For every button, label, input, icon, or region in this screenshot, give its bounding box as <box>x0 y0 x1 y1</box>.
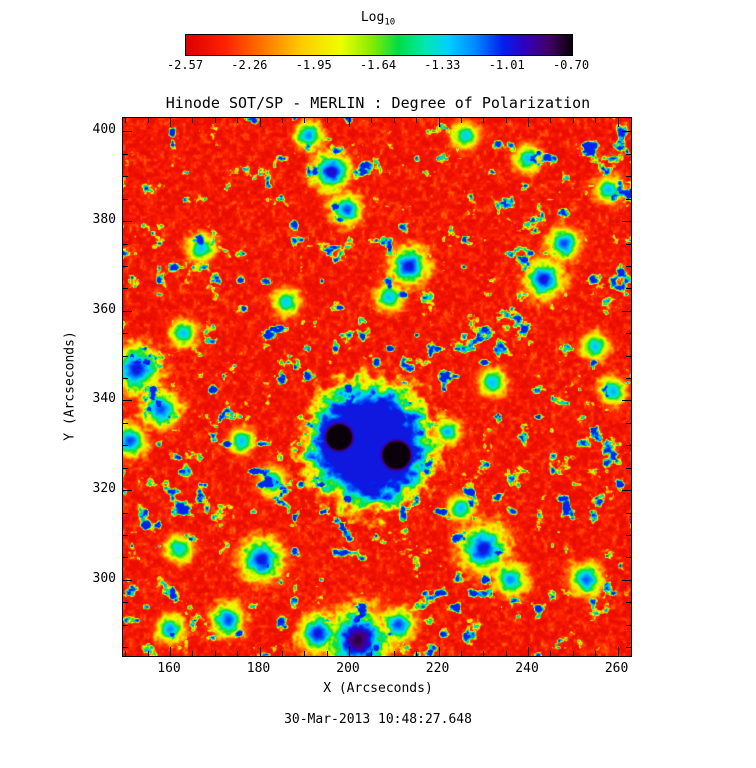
y-tick-label: 360 <box>92 301 116 317</box>
y-axis-label: Y (Arcseconds) <box>62 331 78 441</box>
y-tick-label: 380 <box>92 212 116 228</box>
x-tick-label: 200 <box>336 661 360 676</box>
colorbar-tick-label: -1.01 <box>488 58 525 72</box>
x-tick-label: 160 <box>157 661 181 676</box>
plot-title: Hinode SOT/SP - MERLIN : Degree of Polar… <box>165 94 591 112</box>
timestamp: 30-Mar-2013 10:48:27.648 <box>284 712 472 727</box>
x-tick-label: 180 <box>246 661 271 676</box>
colorbar-title: Log10 <box>0 10 756 28</box>
x-tick-label: 240 <box>515 661 539 676</box>
colorbar-title-subscript: 10 <box>384 17 396 28</box>
y-tick-label: 340 <box>92 391 116 407</box>
colorbar-tick-label: -2.57 <box>166 58 204 72</box>
colorbar-tick-label: -1.95 <box>295 58 332 72</box>
x-tick-label: 260 <box>604 661 629 676</box>
colorbar-tick-label: -2.26 <box>231 58 268 72</box>
y-tick-label: 400 <box>92 122 116 138</box>
colorbar-tick-labels: -2.57 -2.26 -1.95 -1.64 -1.33 -1.01 -0.70 <box>167 58 589 73</box>
colorbar-tick-label: -1.33 <box>424 58 461 72</box>
colorbar-gradient <box>186 35 572 55</box>
heatmap-canvas <box>123 118 631 656</box>
colorbar-title-text: Log <box>360 10 385 25</box>
plot-area <box>122 117 632 657</box>
colorbar <box>185 34 573 56</box>
x-axis-label: X (Arcseconds) <box>323 681 433 696</box>
y-tick-label: 300 <box>92 570 116 586</box>
x-tick-label: 220 <box>425 661 450 676</box>
colorbar-tick-label: -1.64 <box>359 58 397 72</box>
colorbar-tick-label: -0.70 <box>552 58 590 72</box>
y-tick-label: 320 <box>92 481 116 497</box>
